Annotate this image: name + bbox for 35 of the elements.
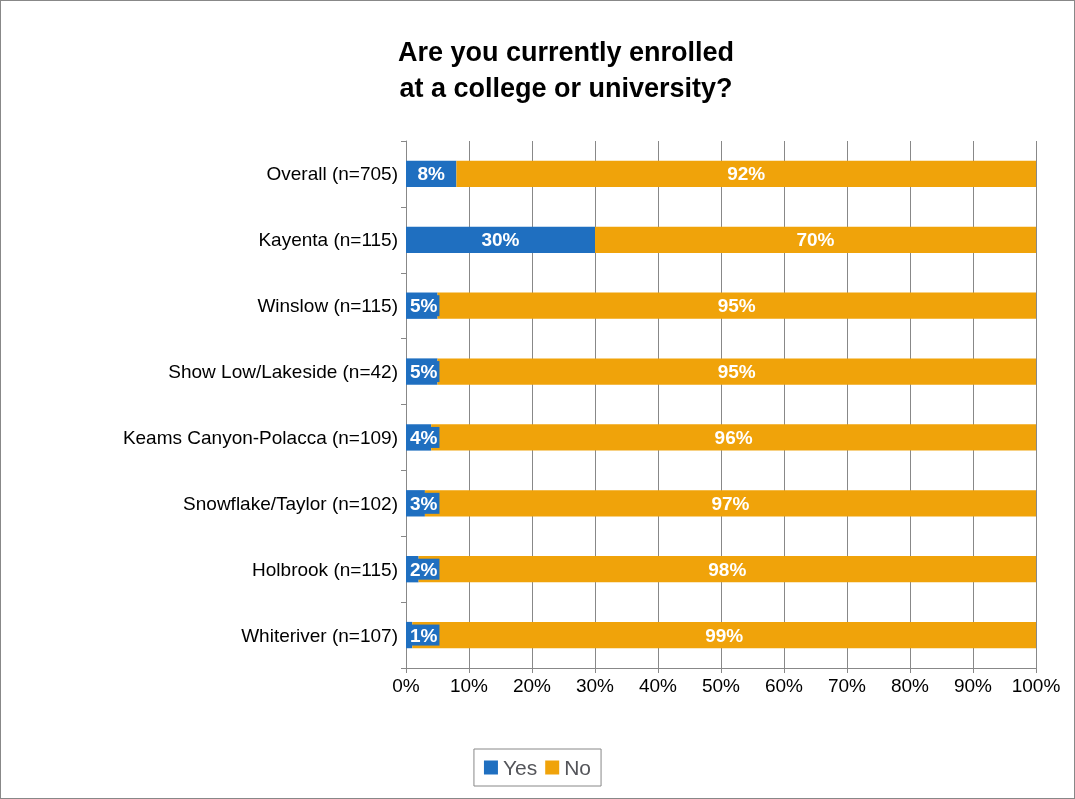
y-tick-label: Show Low/Lakeside (n=42) bbox=[168, 361, 398, 383]
legend-label: No bbox=[564, 756, 592, 779]
x-tick-label: 40% bbox=[638, 675, 678, 696]
x-tick-label: 50% bbox=[701, 675, 741, 696]
legend-label: Yes bbox=[502, 756, 538, 779]
data-label: 30% bbox=[481, 229, 520, 251]
data-label: 92% bbox=[727, 163, 766, 185]
data-label: 95% bbox=[717, 361, 756, 383]
chart-title: Are you currently enrolled at a college or university? bbox=[397, 37, 735, 103]
x-tick-label: 20% bbox=[512, 675, 552, 696]
x-tick-label: 100% bbox=[1011, 675, 1061, 696]
x-tick-label: 10% bbox=[449, 675, 489, 696]
x-tick-label: 30% bbox=[575, 675, 615, 696]
data-label: 97% bbox=[711, 492, 750, 514]
data-label: 98% bbox=[708, 558, 747, 580]
y-tick-label: Kayenta (n=115) bbox=[258, 229, 398, 251]
data-label: 1% bbox=[410, 624, 438, 646]
data-label: 70% bbox=[796, 229, 835, 251]
y-tick-label: Holbrook (n=115) bbox=[252, 558, 398, 580]
data-label: 5% bbox=[410, 361, 438, 383]
x-tick-label: 0% bbox=[392, 675, 420, 696]
data-label: 95% bbox=[717, 295, 756, 317]
x-tick-label: 60% bbox=[764, 675, 804, 696]
x-tick-label: 70% bbox=[827, 675, 867, 696]
data-label: 99% bbox=[705, 624, 744, 646]
x-tick-label: 80% bbox=[890, 675, 930, 696]
y-tick-label: Winslow (n=115) bbox=[257, 295, 398, 317]
data-label: 8% bbox=[417, 163, 446, 185]
data-label: 96% bbox=[714, 426, 753, 448]
y-tick-label: Whiteriver (n=107) bbox=[241, 624, 398, 646]
y-tick-label: Keams Canyon-Polacca (n=109) bbox=[122, 426, 398, 448]
y-tick-label: Snowflake/Taylor (n=102) bbox=[183, 492, 398, 514]
x-tick-label: 90% bbox=[953, 675, 993, 696]
data-label: 5% bbox=[410, 295, 438, 317]
y-tick-label: Overall (n=705) bbox=[266, 163, 398, 185]
